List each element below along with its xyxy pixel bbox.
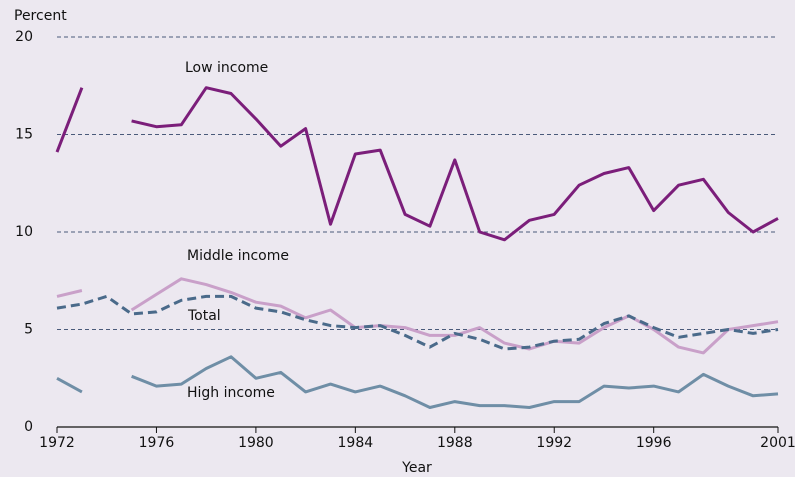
series-line	[56, 355, 779, 409]
x-tick-label: 1984	[338, 435, 374, 451]
y-axis-label: Percent	[14, 8, 67, 24]
series-line	[56, 294, 779, 351]
x-tick-label: 1976	[139, 435, 175, 451]
x-tick-label: 1992	[536, 435, 572, 451]
y-tick-label: 5	[24, 322, 33, 338]
series-line	[56, 277, 779, 355]
series-line	[55, 86, 779, 242]
series-label: High income	[187, 385, 275, 401]
y-tick-label: 20	[15, 29, 33, 45]
series-label: Total	[187, 308, 221, 324]
series-label: Middle income	[187, 248, 289, 264]
series-label: Low income	[185, 60, 268, 76]
x-tick-label: 1980	[238, 435, 274, 451]
x-tick-label: 2001	[760, 435, 795, 451]
x-tick-label: 1972	[39, 435, 75, 451]
x-tick-label: 1988	[437, 435, 473, 451]
y-tick-label: 0	[24, 419, 33, 435]
x-axis-label: Year	[401, 460, 432, 476]
y-tick-label: 10	[15, 224, 33, 240]
y-tick-label: 15	[15, 127, 33, 143]
x-tick-label: 1996	[636, 435, 672, 451]
